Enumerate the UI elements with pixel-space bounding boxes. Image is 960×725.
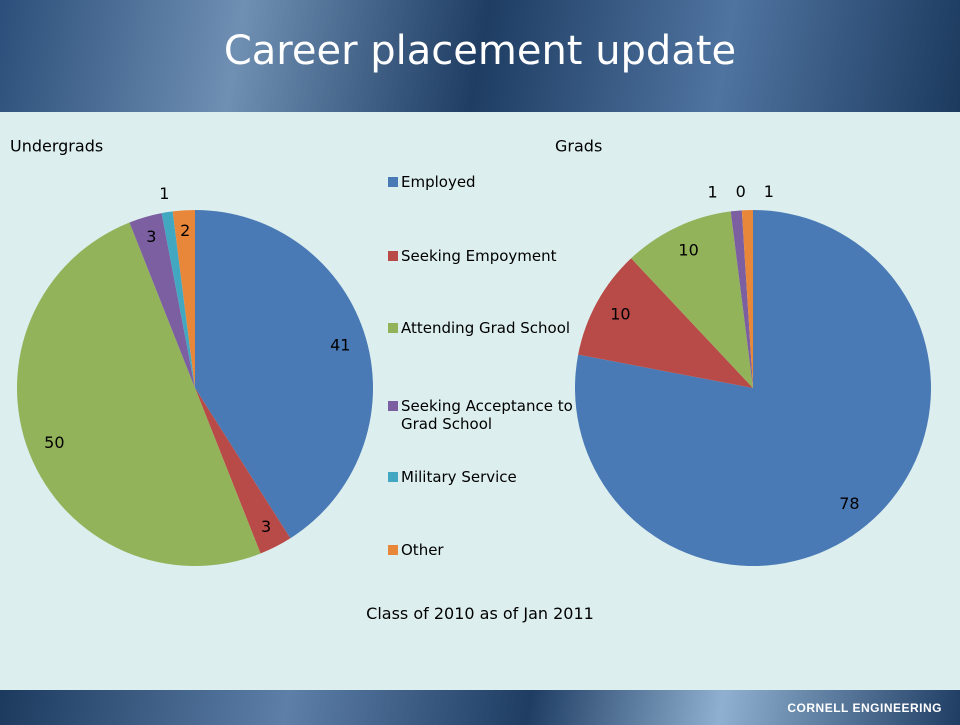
- legend-swatch: [388, 472, 398, 482]
- data-label: 10: [678, 241, 698, 260]
- pie-slice: [730, 210, 753, 388]
- legend-swatch: [388, 401, 398, 411]
- data-label: 3: [261, 517, 271, 536]
- legend-label: Other: [401, 541, 444, 559]
- pie-slice: [129, 213, 195, 388]
- data-label: 1: [707, 183, 717, 202]
- legend-item: Employed: [388, 173, 573, 191]
- pie-slice: [161, 211, 195, 388]
- data-label: 10: [610, 305, 630, 324]
- legend-item: Seeking Empoyment: [388, 247, 573, 265]
- data-label: 2: [180, 221, 190, 240]
- data-label: 50: [44, 433, 64, 452]
- pie-slice: [631, 211, 753, 388]
- legend-item: Military Service: [388, 468, 573, 486]
- data-label: 0: [736, 182, 746, 201]
- chart-title: Undergrads: [10, 137, 103, 156]
- pie-slice: [195, 210, 373, 539]
- legend-swatch: [388, 545, 398, 555]
- data-label: 78: [839, 494, 859, 513]
- legend-swatch: [388, 177, 398, 187]
- legend-label: Seeking Empoyment: [401, 247, 557, 265]
- legend-label: Military Service: [401, 468, 517, 486]
- chart-title: Grads: [555, 137, 602, 156]
- legend-swatch: [388, 323, 398, 333]
- pie-slice: [195, 388, 291, 554]
- data-label: 1: [764, 182, 774, 201]
- legend-label: Employed: [401, 173, 476, 191]
- legend-item: Attending Grad School: [388, 319, 573, 337]
- header: Career placement update: [0, 0, 960, 112]
- pie-slice: [172, 210, 195, 388]
- footer-text: CORNELL ENGINEERING: [787, 701, 942, 715]
- footer: CORNELL ENGINEERING: [0, 690, 960, 725]
- data-label: 3: [146, 227, 156, 246]
- legend-item: Seeking Acceptance to Grad School: [388, 397, 573, 433]
- legend-label: Attending Grad School: [401, 319, 571, 337]
- legend-label: Seeking Acceptance to Grad School: [401, 397, 573, 433]
- legend-item: Other: [388, 541, 573, 559]
- data-label: 41: [330, 335, 350, 354]
- legend-swatch: [388, 251, 398, 261]
- caption: Class of 2010 as of Jan 2011: [366, 604, 594, 623]
- data-label: 1: [159, 184, 169, 203]
- pie-slice: [741, 210, 753, 388]
- pie-slice: [16, 222, 261, 566]
- slide-title: Career placement update: [223, 28, 737, 74]
- pie-slice: [578, 258, 753, 388]
